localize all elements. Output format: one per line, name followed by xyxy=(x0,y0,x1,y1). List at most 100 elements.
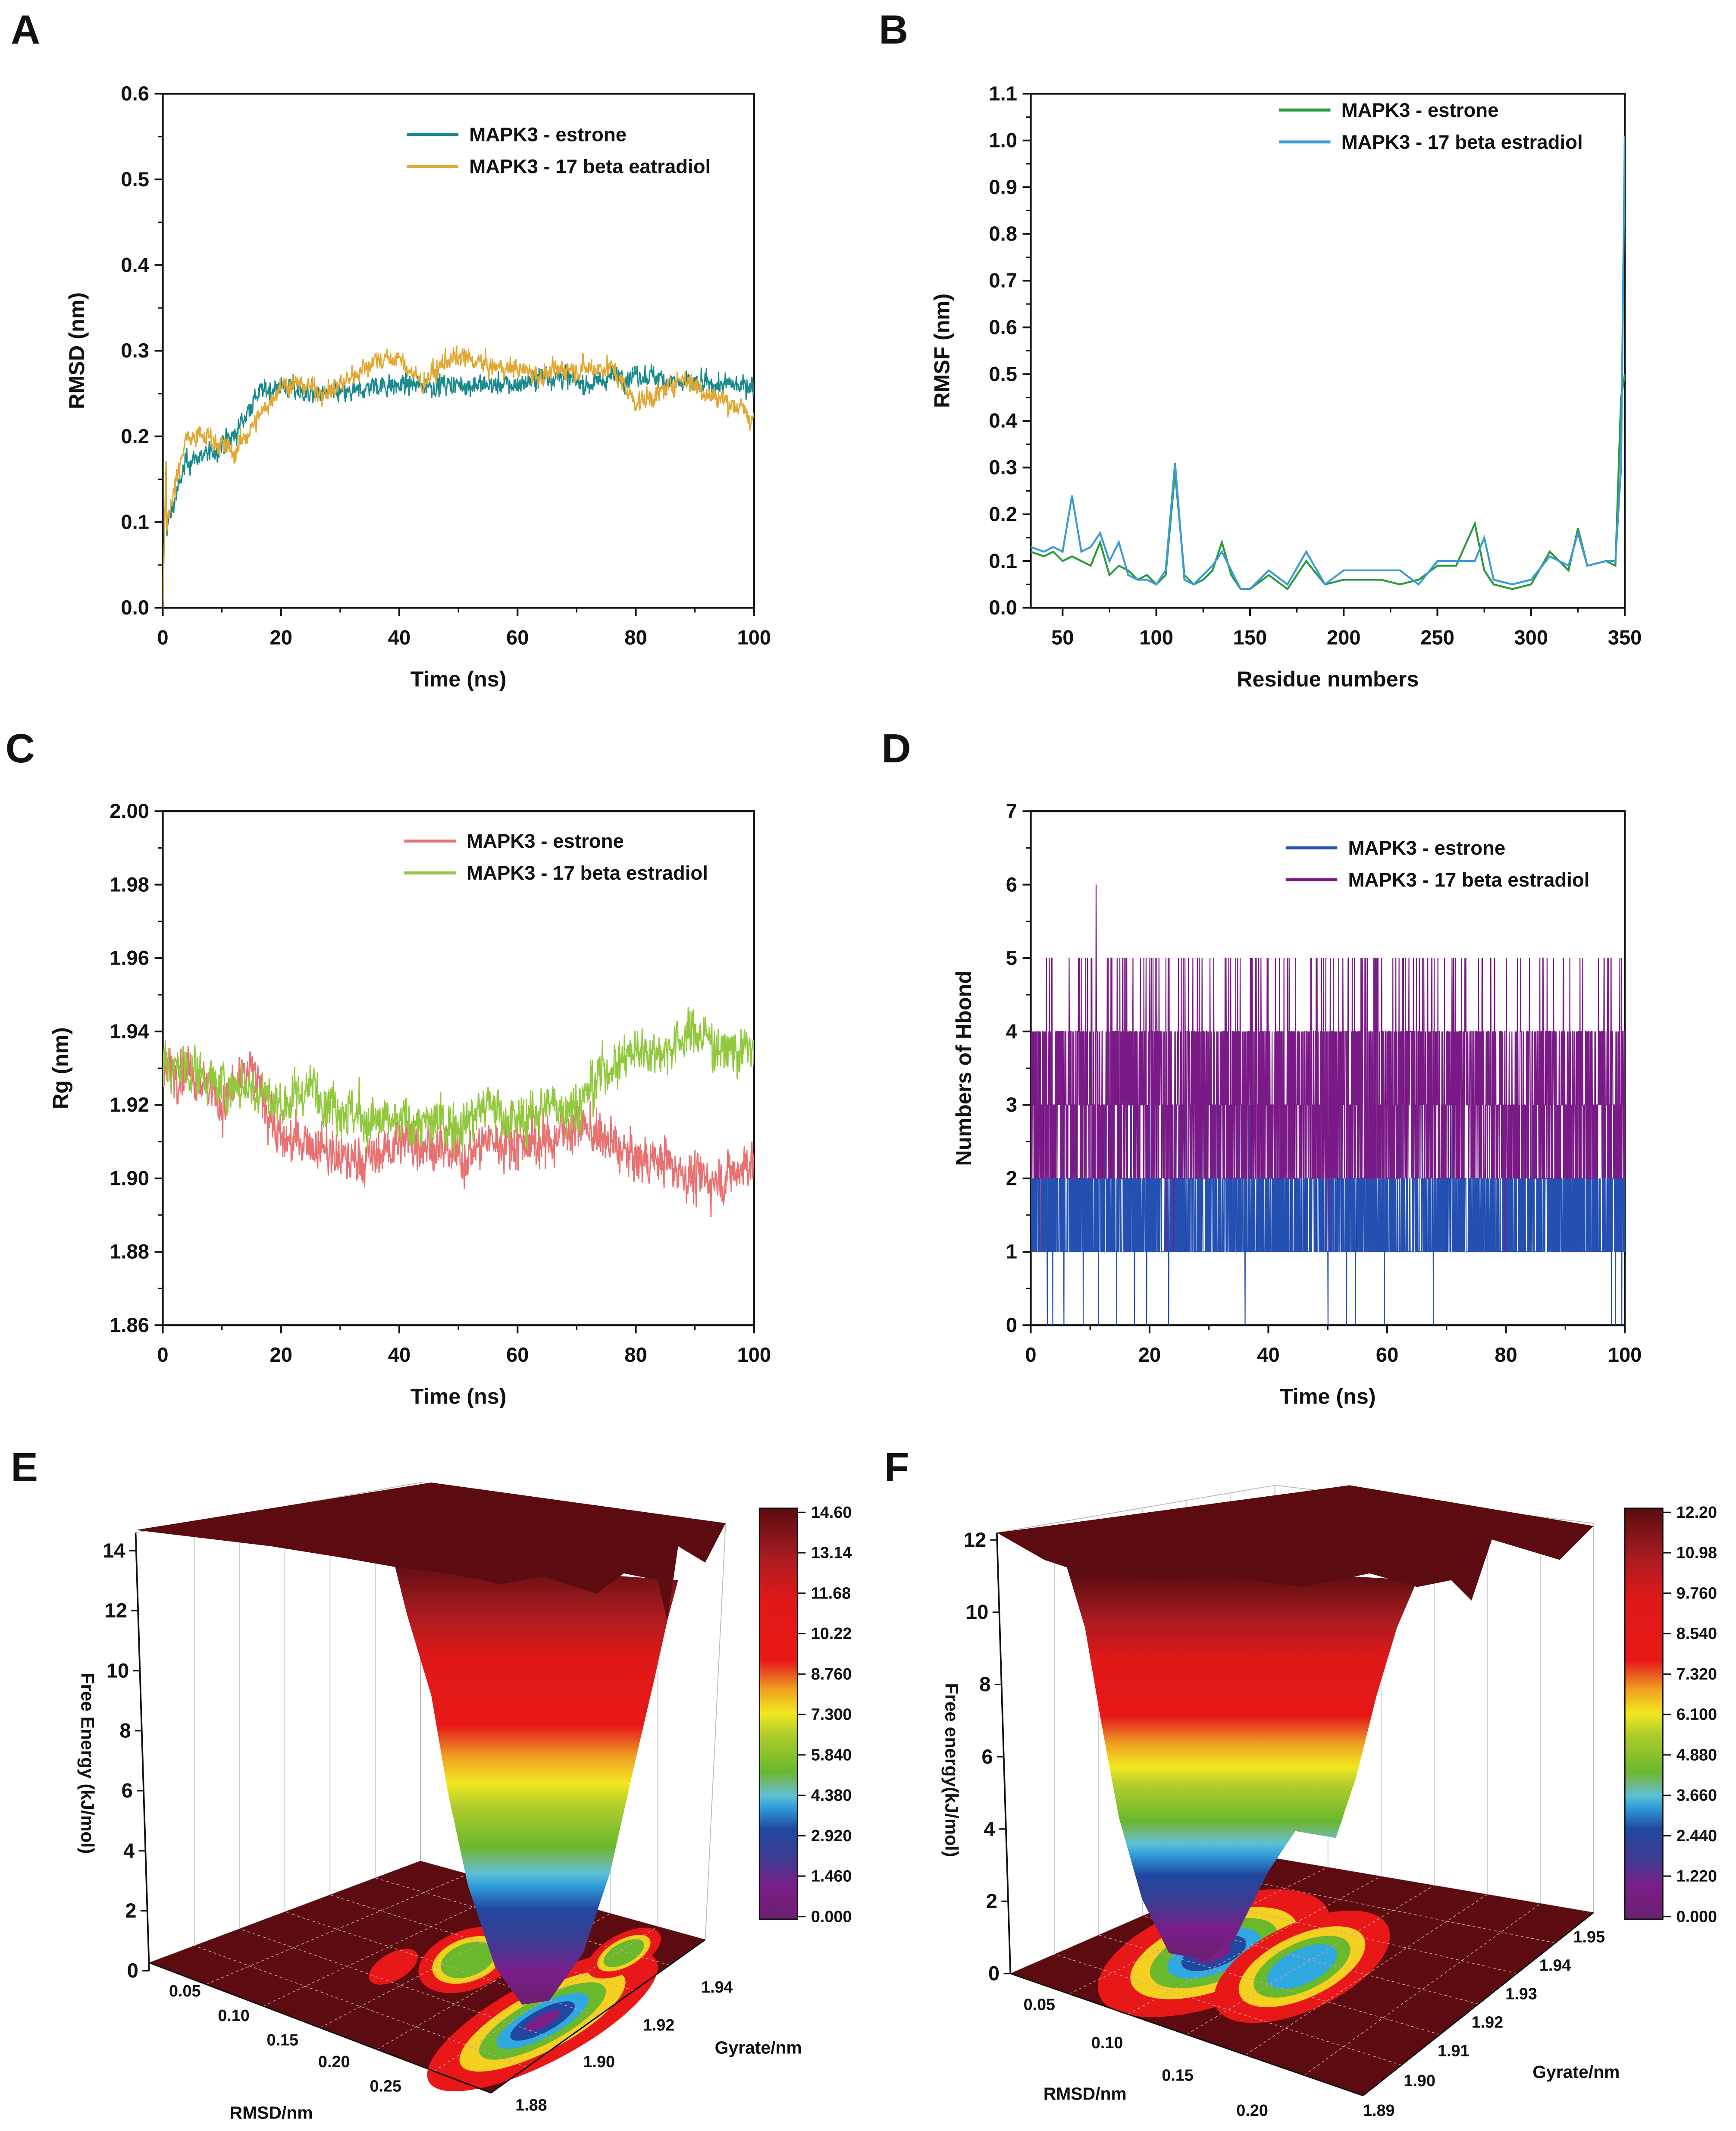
x-tick-label: 80 xyxy=(624,1343,647,1366)
colorbar-tick-label: 4.380 xyxy=(811,1786,852,1804)
x-tick-label: 0 xyxy=(1025,1343,1036,1366)
z-axis xyxy=(135,1532,150,1971)
z-tick-label: 2 xyxy=(125,1899,136,1922)
y-axis-label: Rg (nm) xyxy=(48,1027,72,1109)
x-tick-label: 60 xyxy=(1376,1343,1398,1366)
x-axis xyxy=(149,1962,492,2094)
x-tick-label: 40 xyxy=(388,626,410,649)
surface-plateau xyxy=(996,1485,1594,1601)
density-contour xyxy=(369,1949,418,1985)
y-tick-label: 5 xyxy=(1006,946,1017,969)
y-axis-label: Numbers of Hbond xyxy=(951,971,976,1166)
free-energy-surface xyxy=(1065,1560,1417,1960)
y-tick-label: 6 xyxy=(1006,873,1017,896)
panel-letter-a: A xyxy=(11,7,40,52)
y-tick-label: 1.88 xyxy=(515,2096,547,2114)
floor-grid-line xyxy=(434,1926,658,2071)
panel-letter-b: B xyxy=(879,7,908,52)
series-line-estrone xyxy=(163,1046,754,1217)
y-tick-label: 1.92 xyxy=(1472,2013,1503,2031)
legend-label: MAPK3 - estrone xyxy=(467,830,624,852)
y-tick-label: 0.6 xyxy=(989,316,1017,338)
z-tick-label: 12 xyxy=(964,1528,986,1551)
x-tick-label: 50 xyxy=(1051,626,1074,649)
series-line-estradiol xyxy=(1031,884,1625,1252)
y-tick-label: 0.6 xyxy=(121,82,149,105)
z-axis xyxy=(996,1532,1012,1974)
x-tick-label: 0.10 xyxy=(1091,2034,1123,2052)
colorbar-tick-label: 1.460 xyxy=(811,1867,852,1885)
x-tick-label: 20 xyxy=(269,1343,292,1366)
panel-c-axes: 0 20 40 60 80 100 1.86 1.88 1.90 1.92 1.94 1.96 1.98… xyxy=(48,799,771,1409)
y-tick-label: 3 xyxy=(1006,1093,1017,1116)
density-contour xyxy=(441,1942,495,1978)
y-tick-label: 1.94 xyxy=(1539,1956,1571,1974)
y-tick-label: 1.92 xyxy=(110,1093,149,1116)
colorbar-tick-label: 7.300 xyxy=(811,1705,852,1724)
x-tick-label: 20 xyxy=(1138,1343,1161,1366)
y-tick-label: 0.3 xyxy=(989,456,1017,479)
x-tick-label: 0.05 xyxy=(169,1982,201,2000)
y-tick-label: 1.93 xyxy=(1505,1985,1537,2003)
y-tick-label: 1.0 xyxy=(989,128,1017,151)
y-tick-label: 7 xyxy=(1006,799,1017,822)
colorbar-tick-label: 8.760 xyxy=(811,1665,852,1683)
y-axis-label: Gyrate/nm xyxy=(1532,2062,1620,2082)
legend-label: MAPK3 - estrone xyxy=(1341,99,1499,121)
plot-frame xyxy=(1030,93,1626,609)
colorbar-tick-label: 9.760 xyxy=(1676,1584,1717,1602)
colorbar xyxy=(1624,1507,1664,1920)
x-axis-label: Time (ns) xyxy=(1280,1384,1376,1409)
x-tick-label: 0 xyxy=(157,626,168,649)
colorbar-tick-label: 2.920 xyxy=(811,1827,852,1845)
y-tick-label: 0 xyxy=(1006,1313,1017,1336)
z-tick-label: 14 xyxy=(103,1539,125,1562)
z-axis-label: Free Energy (kJ/mol) xyxy=(78,1673,98,1854)
y-tick-label: 1 xyxy=(1006,1240,1017,1263)
panel-e-surface: 0 2 4 6 8 10 12 14 Free Energy (kJ/mol) 0.05 0.10 0… xyxy=(78,1482,852,2122)
y-axis-label: RMSF (nm) xyxy=(930,294,954,408)
floor-grid-line xyxy=(330,1894,634,1991)
x-tick-label: 80 xyxy=(624,626,647,649)
x-tick-label: 100 xyxy=(1608,1343,1642,1366)
colorbar-tick-label: 13.14 xyxy=(811,1544,852,1562)
panel-b-axes: 50 100 150 200 250 300 350 0.0 0.1 0.2 0.3 0.4 0.5 0.… xyxy=(930,82,1642,691)
y-tick-label: 1.95 xyxy=(1573,1927,1605,1946)
y-tick-label: 1.92 xyxy=(643,2016,674,2034)
y-tick-label: 0.1 xyxy=(989,549,1017,572)
y-tick-label: 0.7 xyxy=(989,269,1017,292)
panel-f-surface: 0 2 4 6 8 10 12 Free energy(kJ/mol) 0.05 0.10 0.15… xyxy=(941,1485,1717,2119)
colorbar xyxy=(758,1507,799,1920)
x-axis-label: Time (ns) xyxy=(410,667,507,691)
legend-label: MAPK3 - estrone xyxy=(469,123,627,145)
y-tick-label: 2.00 xyxy=(110,799,149,822)
x-tick-label: 0.10 xyxy=(218,2006,249,2024)
y-axis-label: Gyrate/nm xyxy=(715,2037,802,2057)
y-tick-label: 2 xyxy=(1006,1166,1017,1189)
y-tick-label: 1.96 xyxy=(110,946,149,969)
legend-label: MAPK3 - estrone xyxy=(1348,837,1505,859)
colorbar-tick-label: 5.840 xyxy=(811,1746,852,1764)
z-tick-label: 8 xyxy=(979,1673,990,1695)
colorbar-tick-label: 0.000 xyxy=(811,1907,852,1925)
density-contour xyxy=(1266,1944,1338,1990)
y-axis xyxy=(1363,1912,1594,2097)
z-tick-label: 10 xyxy=(107,1659,129,1682)
z-tick-label: 4 xyxy=(123,1839,135,1862)
y-tick-label: 1.94 xyxy=(110,1020,149,1043)
surface-plateau xyxy=(135,1482,726,1621)
z-tick-label: 6 xyxy=(122,1779,133,1802)
y-tick-label: 0.1 xyxy=(121,511,149,533)
y-tick-label: 1.1 xyxy=(989,82,1017,105)
series-line-estradiol xyxy=(163,1007,754,1155)
colorbar-tick-label: 7.320 xyxy=(1676,1665,1717,1683)
y-tick-label: 0.2 xyxy=(989,502,1017,525)
y-tick-label: 0.5 xyxy=(121,168,149,191)
z-tick-label: 2 xyxy=(986,1890,997,1912)
y-tick-label: 1.98 xyxy=(110,873,149,896)
y-tick-label: 1.94 xyxy=(701,1978,733,1996)
x-axis-label: Residue numbers xyxy=(1237,667,1419,691)
y-tick-label: 1.88 xyxy=(110,1240,149,1263)
x-tick-label: 100 xyxy=(1139,626,1173,649)
